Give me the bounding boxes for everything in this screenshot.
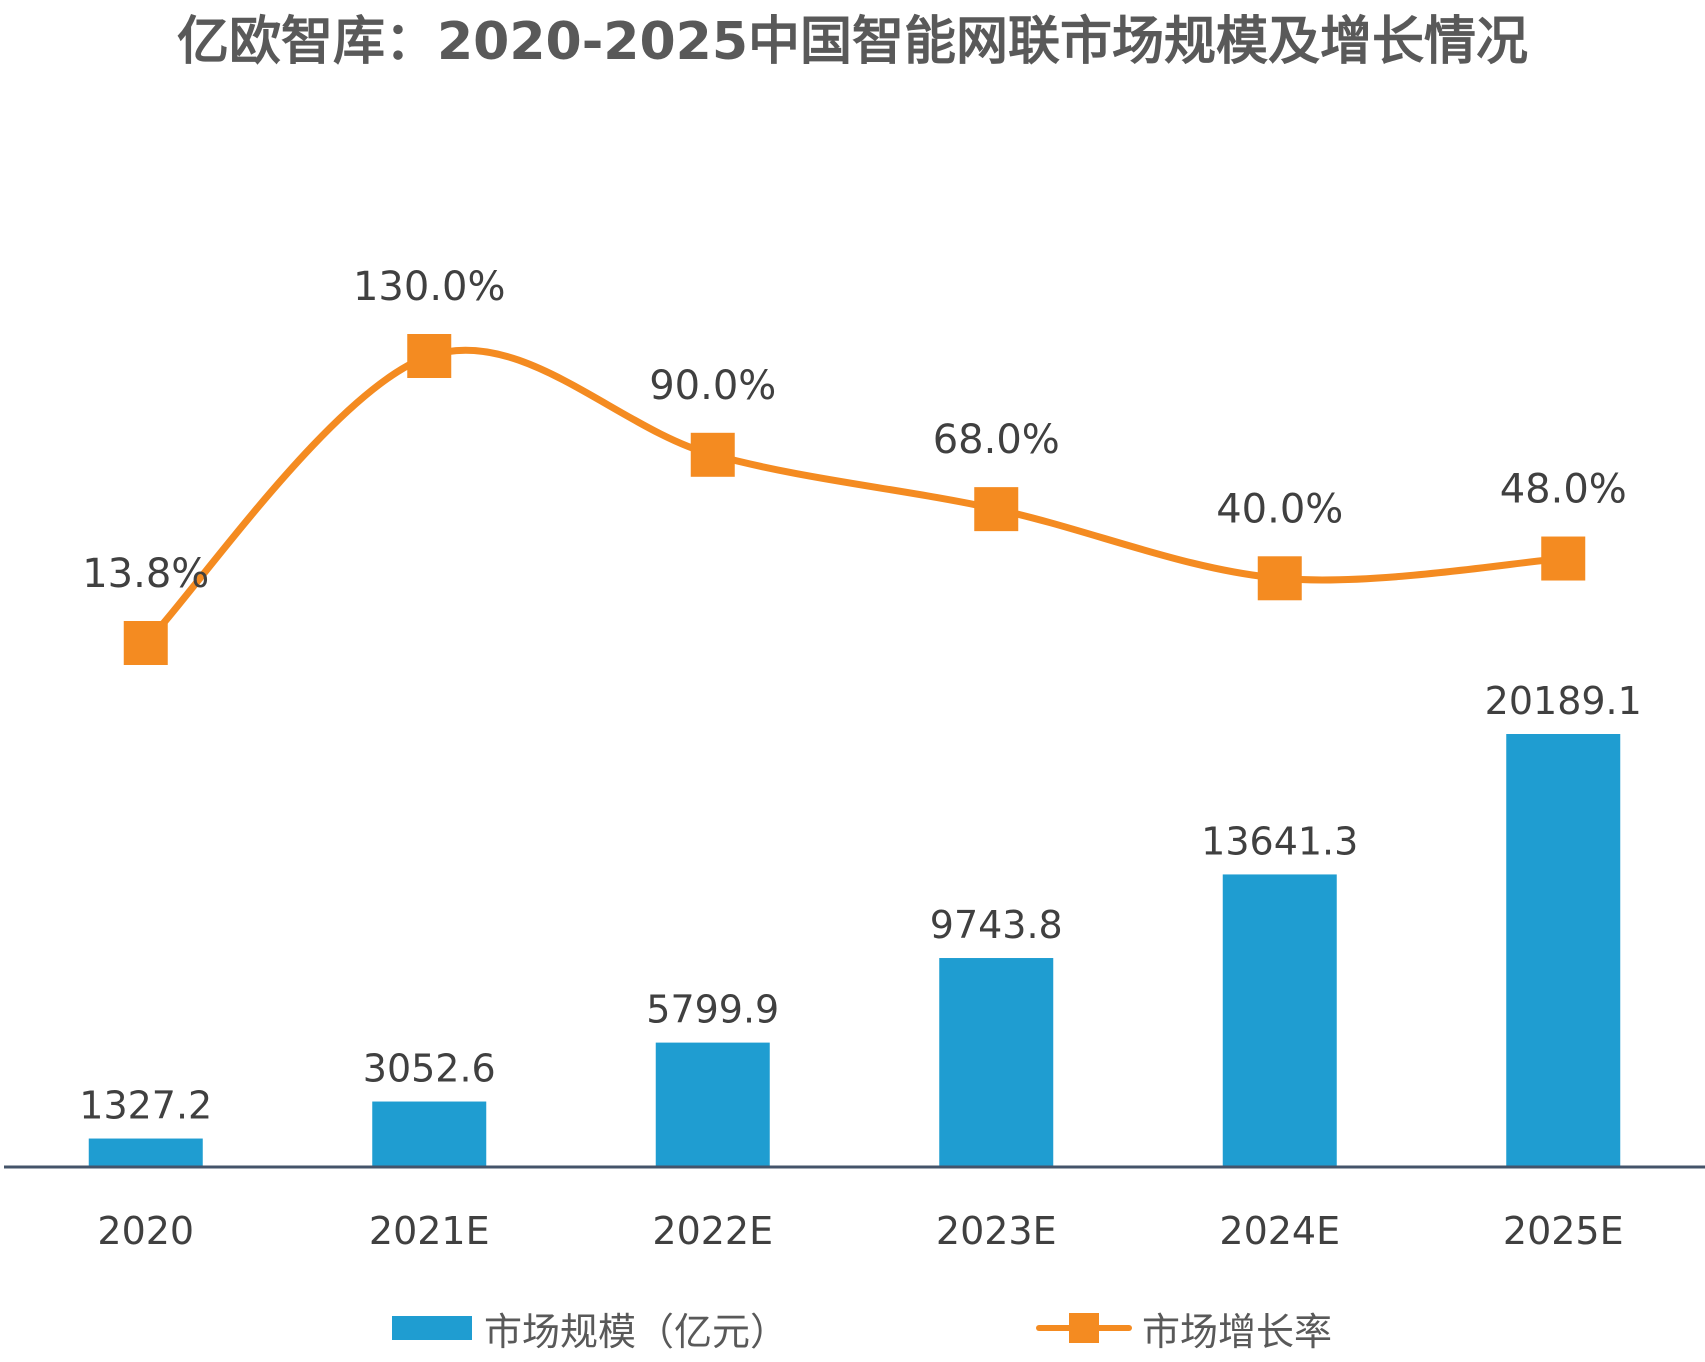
bar-value-label-2021E: 3052.6 [363,1047,496,1091]
growth-marker-2022E [690,432,735,477]
growth-marker-2023E [974,487,1019,532]
bars-layer [88,734,1621,1167]
bar-value-label-2025E: 20189.1 [1485,679,1642,723]
growth-value-label-2025E: 48.0% [1500,467,1627,513]
legend-bar-swatch [392,1316,472,1340]
x-tick-label-2025E: 2025E [1503,1209,1624,1253]
growth-value-label-2022E: 90.0% [649,363,776,409]
legend-label-growth-rate: 市场增长率 [1142,1309,1333,1354]
legend-item-growth-rate[interactable]: 市场增长率 [1036,1300,1332,1356]
growth-value-label-2024E: 40.0% [1216,486,1343,532]
growth-line-layer [123,334,1586,665]
growth-marker-2020 [123,621,168,665]
labels-layer: 1327.2 2020 3052.6 2021E 5799.9 2022E 9743.8 20… [79,264,1642,1253]
growth-value-label-2021E: 130.0% [353,264,506,310]
growth-rate-line [142,346,1567,647]
x-tick-label-2020: 2020 [97,1209,194,1253]
bar-value-label-2023E: 9743.8 [930,903,1063,947]
growth-marker-2021E [407,334,452,378]
growth-value-label-2020: 13.8% [82,551,209,597]
bar-2021E [372,1101,487,1167]
x-tick-label-2023E: 2023E [936,1209,1057,1253]
legend-item-market-size[interactable]: 市场规模（亿元） [392,1300,788,1356]
bar-2023E [939,958,1054,1167]
chart-title: 亿欧智库：2020-2025中国智能网联市场规模及增长情况 [176,12,1529,72]
legend-label-market-size: 市场规模（亿元） [484,1309,789,1354]
growth-marker-2025E [1541,536,1586,581]
bar-2020 [88,1138,203,1167]
x-tick-label-2024E: 2024E [1219,1209,1340,1253]
bar-2024E [1222,874,1337,1167]
bar-2025E [1506,734,1621,1167]
bar-value-label-2024E: 13641.3 [1201,819,1358,863]
growth-marker-2024E [1257,556,1302,601]
bar-value-label-2022E: 5799.9 [646,988,779,1032]
legend-line-swatch [1036,1313,1132,1343]
x-tick-label-2021E: 2021E [369,1209,490,1253]
growth-value-label-2023E: 68.0% [933,417,1060,463]
bar-value-label-2020: 1327.2 [79,1084,212,1128]
x-tick-label-2022E: 2022E [652,1209,773,1253]
bar-2022E [655,1042,770,1167]
